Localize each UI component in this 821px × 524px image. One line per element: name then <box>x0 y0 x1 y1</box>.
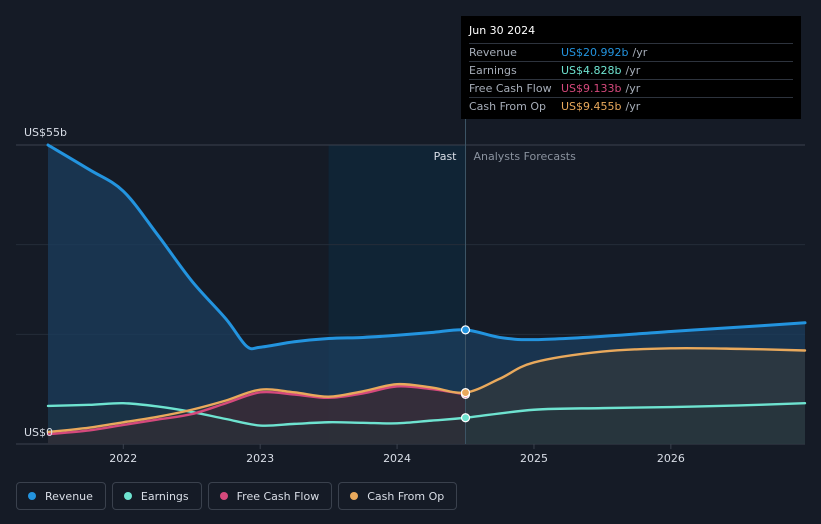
legend-dot-icon <box>123 492 132 500</box>
area-free-cash-flow <box>48 386 466 444</box>
tooltip-label: Earnings <box>469 64 517 77</box>
past-label: Past <box>434 150 458 163</box>
legend-label: Free Cash Flow <box>236 489 320 503</box>
tooltip-row-cash-from-op: Cash From Op US$9.455b /yr <box>469 97 793 115</box>
x-tick-label: 2024 <box>383 452 411 465</box>
tooltip-value: US$4.828b <box>561 64 622 77</box>
tooltip-label: Revenue <box>469 46 517 59</box>
tooltip-value: US$9.133b <box>561 82 622 95</box>
tooltip-date: Jun 30 2024 <box>469 24 536 37</box>
area-earnings <box>48 403 805 444</box>
legend-dot-icon <box>219 492 228 500</box>
legend-item-revenue[interactable]: Revenue <box>16 482 106 510</box>
legend-dot-icon <box>350 492 359 500</box>
marker-revenue <box>460 325 471 335</box>
legend-dot-icon <box>28 492 36 500</box>
tooltip-unit: /yr <box>625 100 641 113</box>
legend-label: Cash From Op <box>367 489 445 503</box>
series-line-revenue <box>46 143 807 351</box>
chart-legend: Revenue Earnings Free Cash Flow Cash Fro… <box>16 482 458 510</box>
hover-tooltip: Jun 30 2024 Revenue US$20.992b /yr Earni… <box>461 16 801 119</box>
series-line-earnings <box>46 402 807 427</box>
tooltip-label: Cash From Op <box>469 100 547 113</box>
marker-earnings <box>460 413 471 423</box>
x-tick-label: 2022 <box>109 452 137 465</box>
forecast-label: Analysts Forecasts <box>474 150 577 163</box>
y-axis-top-label: US$55b <box>24 126 67 139</box>
legend-label: Earnings <box>140 489 189 503</box>
x-tick-label: 2023 <box>246 452 274 465</box>
legend-item-earnings[interactable]: Earnings <box>111 482 202 510</box>
tooltip-value: US$9.455b <box>561 100 622 113</box>
series-line-free-cash-flow <box>46 385 467 436</box>
series-line-cash-from-op <box>46 346 807 434</box>
tooltip-value: US$20.992b <box>561 46 629 59</box>
tooltip-row-free-cash-flow: Free Cash Flow US$9.133b /yr <box>469 79 793 97</box>
legend-item-free-cash-flow[interactable]: Free Cash Flow <box>207 482 333 510</box>
tooltip-unit: /yr <box>632 46 648 59</box>
earnings-revenue-chart: US$55b US$0 Past Analysts Forecasts 2022… <box>16 16 807 465</box>
y-axis-bottom-label: US$0 <box>24 426 53 439</box>
marker-cash-from-op <box>460 387 471 398</box>
tooltip-label: Free Cash Flow <box>469 82 552 95</box>
x-tick-label: 2025 <box>520 452 548 465</box>
x-tick-label: 2026 <box>657 452 685 465</box>
tooltip-row-earnings: Earnings US$4.828b /yr <box>469 61 793 79</box>
tooltip-row-revenue: Revenue US$20.992b /yr <box>469 43 793 61</box>
tooltip-unit: /yr <box>625 64 641 77</box>
legend-label: Revenue <box>45 489 93 503</box>
legend-item-cash-from-op[interactable]: Cash From Op <box>338 482 458 510</box>
tooltip-unit: /yr <box>625 82 641 95</box>
